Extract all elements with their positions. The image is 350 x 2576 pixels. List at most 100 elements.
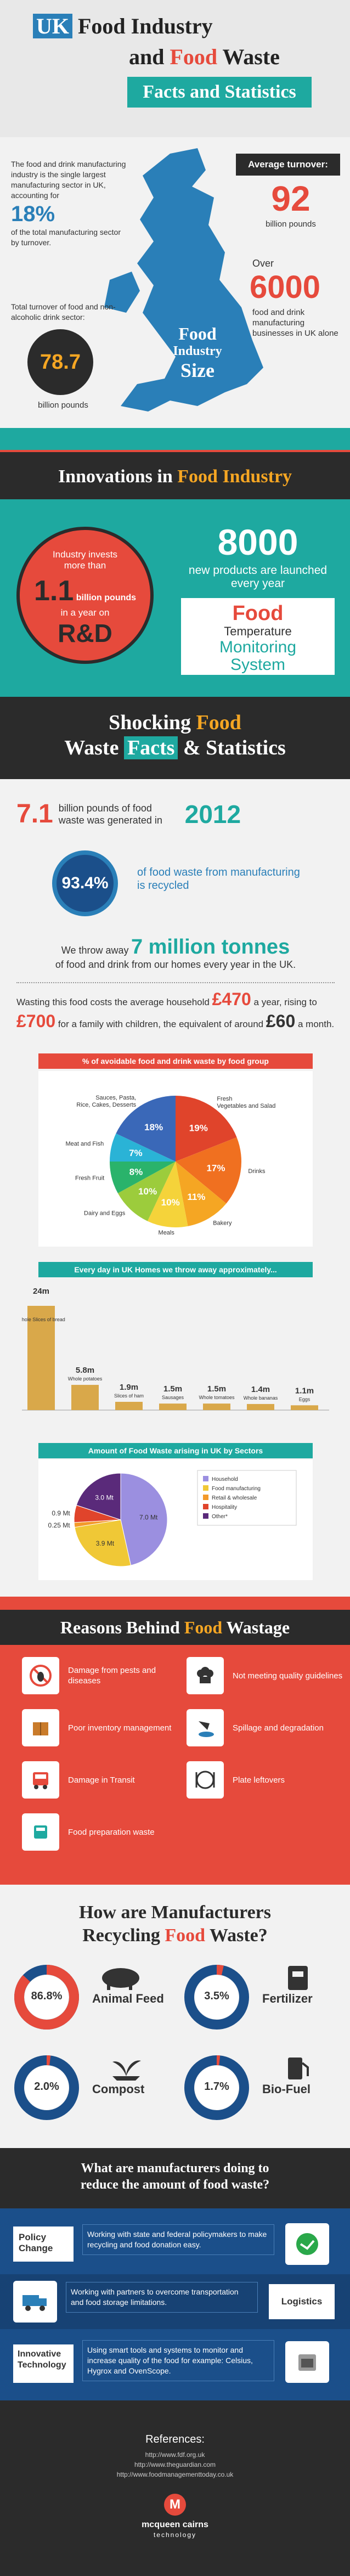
ring-fill [14, 2055, 79, 2120]
turnover-circle: 78.7 [27, 329, 93, 395]
uk-map-icon [104, 148, 263, 412]
pie-slice [176, 1162, 227, 1226]
pie-category-label: Bakery [213, 1220, 232, 1226]
pie-value-label: 0.25 Mt [48, 1521, 71, 1529]
reason-label: Food preparation waste [68, 1827, 155, 1837]
manufacturing-text-2: of the total manufacturing sector by tur… [11, 228, 121, 247]
reason-transit: Damage in Transit [22, 1761, 181, 1799]
pie-category-label: Sauces, Pasta, Rice, Cakes, Desserts [76, 1095, 136, 1108]
title-line-1: UK Food Industry [33, 13, 213, 39]
ring-pct: 2.0% [34, 2081, 59, 2093]
bar-value-label: 1.5m [163, 1384, 182, 1394]
pie-slice [176, 1096, 237, 1162]
bar-value-label: 1.9m [120, 1383, 138, 1392]
avg-turnover-value: 92 [271, 179, 311, 218]
generated-year: 2012 [184, 799, 241, 828]
manufacturing-pct: 18% [11, 202, 55, 226]
ring-center [195, 2066, 239, 2110]
bar-category-label: Eggs [299, 1396, 311, 1402]
businesses-text: food and drink manufacturing businesses … [252, 308, 338, 338]
reduce-heading-2: reduce the amount of food waste? [80, 2178, 270, 2192]
title-section: UK Food Industry and Food Waste Facts an… [0, 0, 350, 137]
pie-slice [76, 1473, 121, 1520]
throw-stat: We throw away 7 million tonnes of food a… [16, 935, 335, 971]
title-food-industry: Food Industry [72, 14, 213, 38]
reduce-section: What are manufacturers doing to reduce t… [0, 2148, 350, 2400]
products-value: 8000 [217, 522, 298, 562]
reduce-tag: Innovative Technology [13, 2344, 74, 2383]
sector-pie-chart: 7.0 Mt 3.9 Mt 0.25 Mt 0.9 Mt 3.0 Mt Household… [48, 1470, 297, 1567]
pie-value-label: 18% [144, 1122, 163, 1132]
pie-value-label: 10% [161, 1197, 180, 1208]
ring-label: Fertilizer [262, 1992, 313, 2005]
footer: References: http://www.fdf.org.uk http:/… [0, 2400, 350, 2576]
reason-label: Spillage and degradation [233, 1723, 324, 1733]
shocking-b: Food [196, 711, 241, 734]
ref-link[interactable]: http://www.foodmanagementtoday.co.uk [116, 2471, 234, 2478]
bar [71, 1385, 99, 1410]
reasons-heading-c: Wastage [222, 1617, 290, 1637]
cost-v3: £60 [266, 1011, 296, 1031]
ring-center [25, 2066, 69, 2110]
pie-value-label: 3.9 Mt [96, 1540, 115, 1547]
legend-label: Household [212, 1476, 238, 1483]
shocking-heading: Shocking Food Waste Facts & Statistics [0, 710, 350, 760]
bar-category-label: Slices of ham [114, 1393, 144, 1399]
pie-value-label: 3.0 Mt [95, 1494, 114, 1502]
pie-value-label: 0.9 Mt [52, 1509, 70, 1517]
pie-value-label: 19% [189, 1123, 208, 1133]
generated-stat: 7.1 billion pounds of food waste was gen… [16, 799, 335, 829]
innovations-heading-b: Food Industry [177, 466, 292, 487]
pie-category-label: Meat and Fish [66, 1141, 104, 1147]
pie-slice [176, 1137, 241, 1204]
cost-v1: £470 [212, 989, 251, 1009]
rd-target: R&D [58, 619, 112, 647]
reason-quality: Not meeting quality guidelines [187, 1657, 346, 1694]
pie-value-label: 17% [206, 1163, 225, 1174]
title-and: and [129, 44, 170, 69]
cost-v2: £700 [16, 1011, 56, 1031]
ring-pct: 3.5% [204, 1990, 229, 2002]
reason-label: Damage from pests and diseases [68, 1666, 156, 1686]
ref-link[interactable]: http://www.fdf.org.uk [145, 2451, 205, 2459]
reduce-technology: Innovative Technology Using smart tools … [0, 2335, 350, 2389]
generated-value: 7.1 [16, 799, 53, 828]
scale-icon [22, 1813, 59, 1851]
ref-link[interactable]: http://www.theguardian.com [134, 2461, 216, 2468]
pie-slice [110, 1162, 176, 1193]
ring-label: Compost [92, 2082, 145, 2096]
pest-icon [22, 1657, 59, 1694]
cost-b: a year, rising to [253, 997, 317, 1007]
cost-a: Wasting this food costs the average hous… [16, 997, 210, 1007]
recycled-value: 93.4% [61, 874, 109, 892]
pig-icon [102, 1968, 139, 1990]
recycling-section: How are Manufacturers Recycling Food Was… [0, 1885, 350, 2148]
title-waste: Waste [217, 44, 280, 69]
bar-value-label: 1.5m [207, 1384, 226, 1394]
legend-label: Retail & wholesale [212, 1495, 257, 1501]
reasons-heading-a: Reasons Behind [60, 1617, 184, 1637]
truck-icon [22, 1761, 59, 1799]
refs-label: References: [145, 2433, 205, 2445]
recycled-circle: 93.4% [52, 850, 118, 916]
recycling-heading: How are Manufacturers Recycling Food Was… [0, 1901, 350, 1947]
fertilizer-ring [184, 1965, 249, 2030]
bar-value-label: 24m [33, 1287, 49, 1296]
spill-icon [187, 1709, 224, 1746]
generated-text: billion pounds of food waste was generat… [58, 802, 162, 826]
turnover-label: Total turnover of food and non-alcoholic… [11, 302, 116, 322]
map-title-industry: Industry [173, 344, 222, 358]
reduce-text: Using smart tools and systems to monitor… [82, 2340, 274, 2381]
ring-label: Bio-Fuel [262, 2082, 311, 2096]
rd-value: 1.1 [33, 575, 74, 607]
map-title-food: Food [178, 324, 217, 343]
turnover-unit: billion pounds [38, 401, 88, 410]
reason-label: Damage in Transit [68, 1775, 135, 1785]
ring-center [195, 1975, 239, 2019]
throw-a: We throw away [61, 945, 129, 956]
recycle-animal-feed: 86.8% Animal Feed [11, 1961, 176, 2044]
bar-category-label: Whole Slices of bread [22, 1317, 65, 1322]
ring-fill [184, 2055, 249, 2120]
recycled-text: of food waste from manufacturing is recy… [137, 866, 300, 892]
innovations-heading: Innovations in Food Industry [0, 450, 350, 499]
